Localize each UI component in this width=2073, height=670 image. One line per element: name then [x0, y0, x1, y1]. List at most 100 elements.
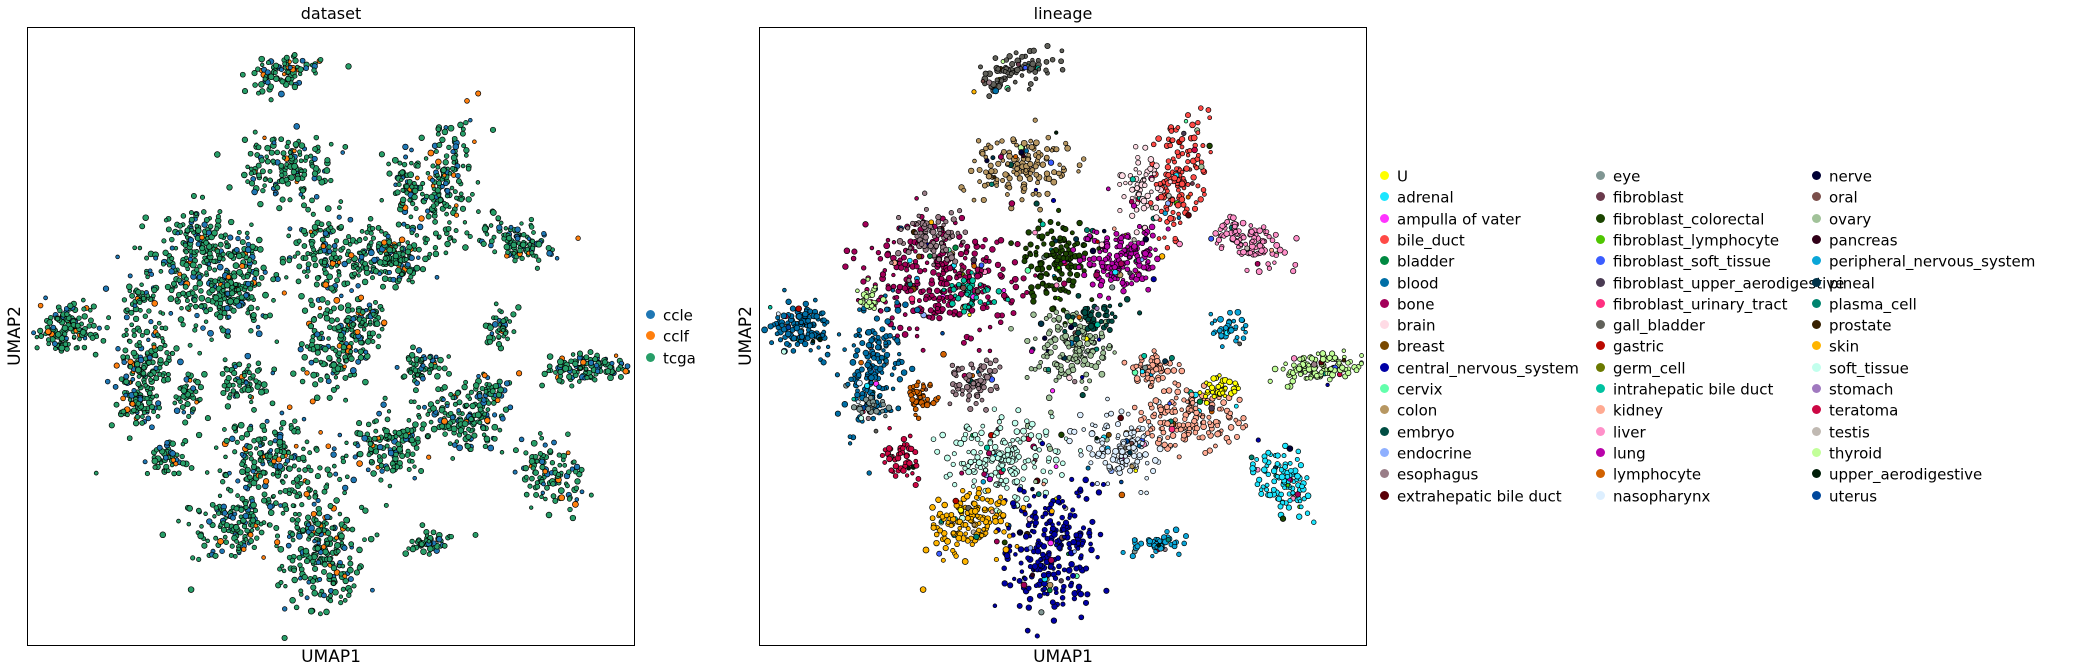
scatter-point: [475, 180, 481, 185]
scatter-point: [301, 354, 308, 361]
scatter-point: [952, 269, 958, 274]
scatter-point: [315, 559, 322, 565]
scatter-point: [358, 294, 365, 301]
scatter-point: [58, 344, 66, 352]
scatter-point: [163, 217, 169, 223]
scatter-point: [273, 62, 280, 69]
scatter-point: [134, 414, 141, 420]
scatter-point: [463, 147, 470, 154]
scatter-point: [1033, 200, 1040, 207]
scatter-point: [1269, 237, 1276, 244]
scatter-point: [384, 416, 391, 423]
scatter-point: [319, 236, 326, 243]
scatter-point: [470, 192, 475, 197]
scatter-point: [941, 299, 947, 304]
scatter-point: [497, 427, 503, 433]
scatter-point: [492, 382, 500, 390]
scatter-point: [790, 348, 797, 354]
scatter-point: [169, 256, 175, 261]
scatter-point: [222, 534, 228, 540]
scatter-point: [588, 492, 594, 498]
scatter-point: [180, 321, 186, 328]
scatter-point: [340, 245, 346, 251]
scatter-point: [874, 344, 881, 351]
scatter-point: [96, 325, 102, 331]
scatter-point: [408, 254, 415, 262]
scatter-point: [816, 345, 821, 350]
scatter-point: [411, 181, 417, 186]
scatter-point: [1153, 162, 1160, 170]
scatter-point: [204, 470, 210, 475]
scatter-point: [808, 348, 813, 353]
scatter-point: [950, 233, 956, 239]
scatter-point: [367, 249, 375, 257]
scatter-point: [277, 545, 285, 553]
scatter-point: [251, 70, 258, 77]
scatter-point: [357, 348, 364, 355]
scatter-point: [362, 537, 367, 543]
scatter-point: [364, 229, 370, 235]
scatter-point: [196, 274, 203, 280]
scatter-point: [182, 419, 189, 426]
scatter-point: [236, 546, 241, 551]
scatter-point: [255, 436, 262, 443]
scatter-point: [557, 462, 563, 468]
scatter-point: [999, 138, 1005, 144]
scatter-point: [355, 358, 362, 365]
scatter-point: [967, 274, 972, 280]
scatter-point: [1097, 249, 1103, 255]
scatter-point: [512, 257, 518, 264]
scatter-point: [798, 333, 805, 340]
scatter-point: [287, 65, 293, 70]
scatter-point: [557, 487, 565, 494]
scatter-point: [247, 474, 253, 481]
scatter-point: [258, 55, 265, 63]
scatter-point: [370, 235, 376, 241]
scatter-point: [1185, 182, 1191, 187]
scatter-point: [205, 236, 210, 241]
scatter-point: [441, 543, 448, 549]
scatter-point: [441, 200, 447, 206]
scatter-point: [1035, 154, 1042, 160]
scatter-point: [340, 344, 347, 351]
scatter-point: [338, 199, 344, 204]
scatter-point: [146, 337, 151, 342]
scatter-point: [990, 155, 996, 161]
scatter-point: [295, 64, 300, 70]
scatter-point: [1208, 235, 1215, 242]
scatter-point: [450, 154, 458, 162]
scatter-point: [293, 443, 299, 449]
scatter-point: [976, 166, 983, 173]
scatter-point: [226, 314, 232, 320]
scatter-point: [518, 436, 525, 443]
scatter-point: [416, 223, 424, 231]
scatter-point: [250, 373, 256, 379]
scatter-point: [529, 505, 534, 510]
scatter-point: [444, 187, 451, 194]
scatter-point: [1131, 243, 1138, 250]
scatter-point: [1290, 268, 1297, 275]
scatter-point: [191, 406, 196, 411]
scatter-point: [410, 279, 415, 285]
scatter-point: [283, 506, 290, 513]
scatter-point: [1036, 149, 1042, 156]
scatter-point: [190, 193, 197, 199]
scatter-point: [1055, 221, 1061, 227]
scatter-point: [400, 196, 407, 203]
scatter-point: [510, 241, 517, 249]
scatter-point: [162, 343, 168, 348]
scatter-point: [307, 323, 314, 330]
scatter-point: [455, 172, 461, 179]
scatter-point: [177, 223, 183, 229]
scatter-point: [1000, 178, 1006, 183]
scatter-point: [328, 285, 335, 292]
scatter-point: [139, 282, 144, 287]
scatter-point: [1142, 250, 1149, 257]
scatter-point: [164, 283, 172, 291]
scatter-point: [1133, 207, 1140, 213]
scatter-point: [1124, 266, 1131, 273]
scatter-point: [1015, 61, 1021, 67]
scatter-point: [468, 117, 473, 123]
scatter-point: [1273, 242, 1281, 249]
scatter-point: [820, 359, 827, 366]
